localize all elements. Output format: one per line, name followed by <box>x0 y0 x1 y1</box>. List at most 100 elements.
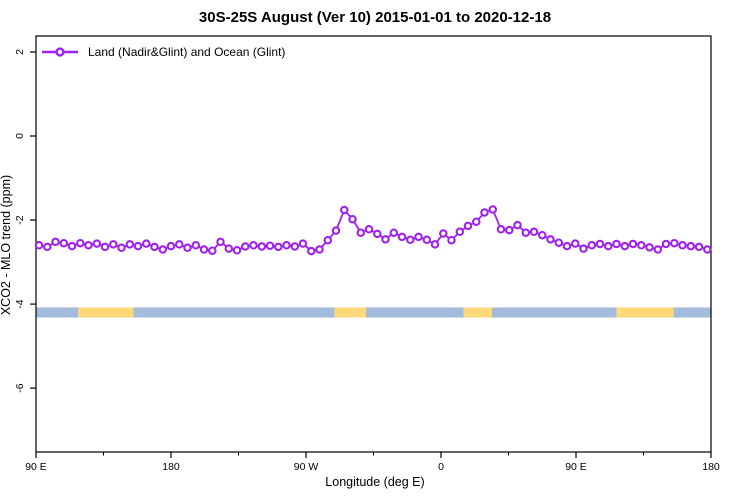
surface-band-ocean <box>366 307 464 318</box>
data-point <box>307 246 316 256</box>
data-point <box>92 239 102 248</box>
data-point <box>117 243 126 253</box>
data-point <box>274 242 283 252</box>
x-tick-label: 90 E <box>565 461 587 473</box>
y-tick-label: 0 <box>14 133 26 139</box>
data-point <box>265 241 275 250</box>
data-point <box>232 246 242 255</box>
data-point <box>670 238 679 248</box>
data-point <box>612 239 621 249</box>
data-point <box>59 238 69 248</box>
data-point <box>348 214 357 224</box>
y-tick-label: 2 <box>14 49 26 55</box>
data-point <box>595 239 605 249</box>
data-point <box>315 245 324 254</box>
surface-band-ocean <box>492 307 617 318</box>
data-point <box>455 227 465 237</box>
data-point <box>414 232 423 242</box>
data-point <box>43 242 52 252</box>
data-point <box>620 241 630 251</box>
data-point <box>381 235 390 244</box>
x-axis-title: Longitude (deg E) <box>325 475 425 489</box>
data-point <box>505 225 514 235</box>
data-point <box>562 241 572 251</box>
data-point <box>356 228 366 237</box>
surface-band-ocean <box>673 307 711 318</box>
data-point <box>488 205 498 214</box>
data-point <box>480 208 489 217</box>
data-point <box>150 242 159 252</box>
data-point <box>678 241 687 250</box>
data-point <box>439 229 448 238</box>
data-point <box>637 241 646 250</box>
data-point <box>199 245 209 254</box>
data-point <box>331 226 341 235</box>
data-point <box>142 239 151 248</box>
data-point <box>496 225 506 234</box>
legend-marker-icon <box>42 47 78 57</box>
data-point <box>604 241 613 251</box>
data-point <box>521 228 531 237</box>
data-point <box>571 239 580 248</box>
y-tick-label: -4 <box>14 299 26 308</box>
data-point <box>208 246 217 255</box>
data-point <box>430 240 440 249</box>
data-point <box>703 245 712 254</box>
y-tick-label: -2 <box>14 215 26 224</box>
data-point <box>538 230 547 240</box>
data-point <box>290 242 300 251</box>
data-point <box>84 241 93 250</box>
data-point <box>51 237 60 247</box>
data-point <box>282 241 291 250</box>
data-point <box>158 245 168 254</box>
data-point <box>323 235 333 245</box>
legend: Land (Nadir&Glint) and Ocean (Glint) <box>41 45 285 59</box>
data-point <box>125 240 135 249</box>
surface-band-land <box>616 307 674 318</box>
data-point <box>546 235 555 244</box>
data-point <box>76 238 85 248</box>
data-point <box>191 241 201 250</box>
data-point <box>67 241 77 251</box>
data-point <box>241 242 250 251</box>
data-point <box>579 244 588 253</box>
data-point <box>422 235 432 245</box>
data-point <box>628 239 638 249</box>
data-point <box>694 242 704 252</box>
data-point <box>166 241 176 251</box>
data-point <box>554 238 564 247</box>
data-point <box>249 241 258 250</box>
surface-band-land <box>78 307 134 318</box>
data-point <box>389 228 399 237</box>
data-point <box>587 241 597 250</box>
data-point <box>175 240 184 249</box>
data-point <box>216 237 225 247</box>
legend-label: Land (Nadir&Glint) and Ocean (Glint) <box>88 45 286 59</box>
x-tick-label: 90 E <box>25 461 47 473</box>
data-point <box>109 240 118 249</box>
x-tick-label: 90 W <box>294 461 319 473</box>
y-axis-title: XCO2 - MLO trend (ppm) <box>0 174 13 316</box>
data-point <box>406 235 415 245</box>
data-point <box>397 232 407 242</box>
data-point <box>686 241 696 251</box>
surface-band-land <box>463 307 492 318</box>
data-point <box>133 241 143 251</box>
data-point <box>529 227 539 237</box>
surface-band-ocean <box>36 307 78 318</box>
surface-band-ocean <box>133 307 335 318</box>
data-point <box>340 205 349 215</box>
data-point <box>661 239 671 249</box>
y-tick-label: -6 <box>14 383 26 392</box>
data-point <box>653 245 663 254</box>
data-point <box>298 239 308 248</box>
x-tick-label: 180 <box>162 461 180 473</box>
surface-band-land <box>334 307 366 318</box>
data-point <box>447 235 456 245</box>
x-tick-label: 180 <box>702 461 720 473</box>
data-point <box>463 221 473 231</box>
data-point <box>373 229 382 239</box>
data-point <box>645 243 654 252</box>
